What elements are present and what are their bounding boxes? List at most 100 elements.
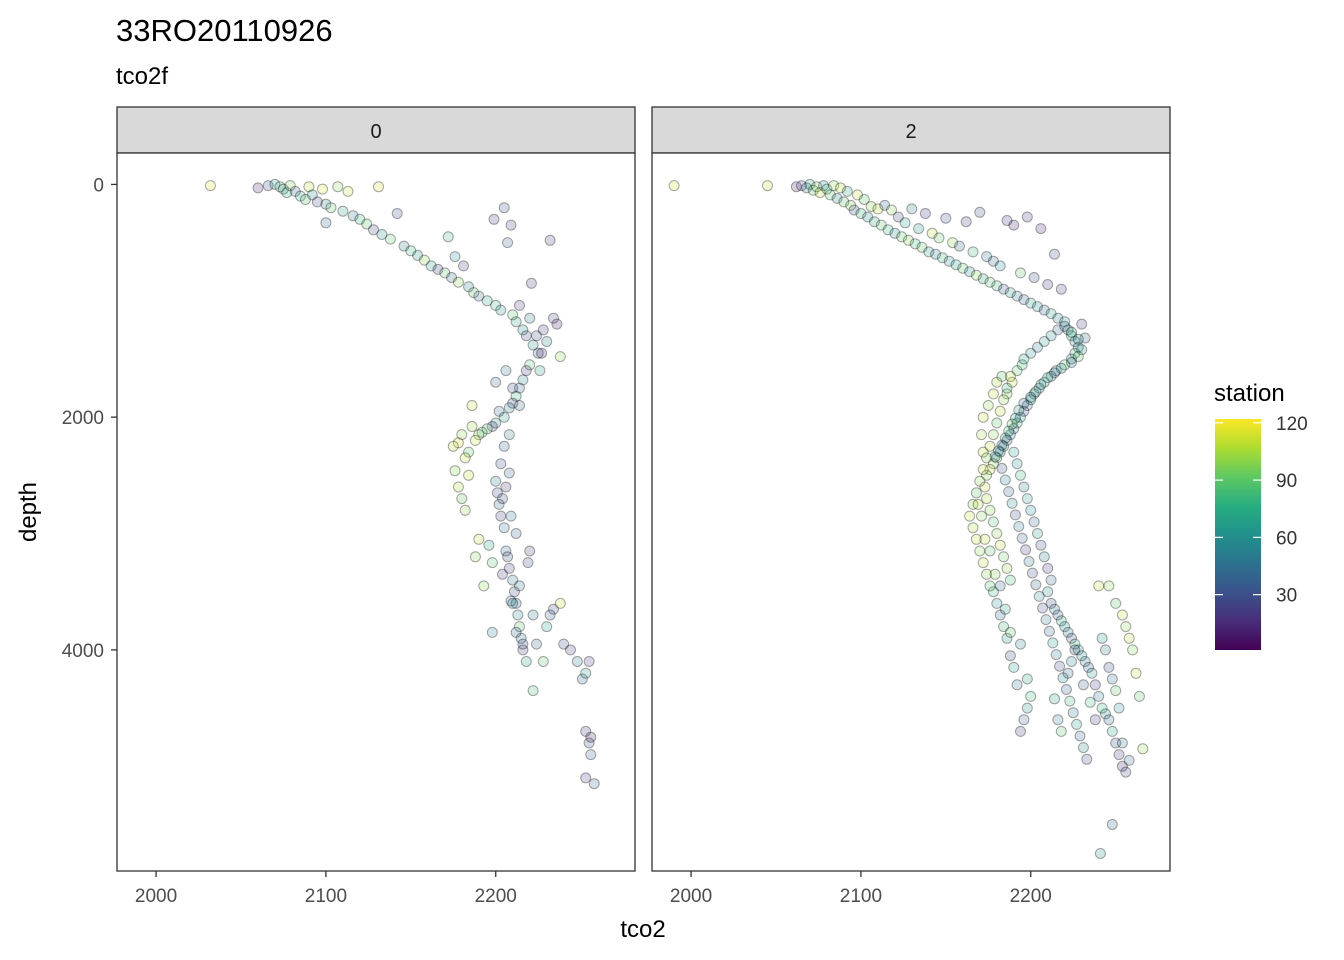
data-point (984, 580, 996, 592)
data-point (1011, 458, 1023, 470)
data-point (936, 252, 948, 264)
data-point (994, 609, 1006, 621)
data-point (1018, 405, 1030, 417)
data-point (583, 737, 595, 749)
data-point (495, 510, 507, 522)
data-point (1006, 376, 1018, 388)
data-point (512, 609, 524, 621)
data-point (1089, 679, 1101, 691)
data-point (1025, 391, 1037, 403)
data-point (906, 203, 918, 215)
data-point (1123, 754, 1135, 766)
data-point (486, 626, 498, 638)
data-point (1001, 562, 1013, 574)
data-point (303, 181, 315, 193)
data-point (824, 189, 836, 201)
data-point (1021, 673, 1033, 685)
data-point (1055, 362, 1067, 374)
data-point (979, 533, 991, 545)
data-point (507, 597, 519, 609)
data-point (1062, 324, 1074, 336)
data-point (814, 187, 826, 199)
data-point (1038, 304, 1050, 316)
data-point (1106, 673, 1118, 685)
data-point (500, 545, 512, 557)
colorbar-tick-label: 30 (1276, 586, 1297, 607)
data-point (505, 595, 517, 607)
data-point (580, 667, 592, 679)
data-point (977, 411, 989, 423)
data-point (510, 316, 522, 328)
facet-strip-0 (116, 106, 636, 154)
data-point (497, 493, 508, 505)
data-point (1004, 574, 1016, 586)
data-point (964, 266, 976, 278)
data-point (493, 498, 505, 510)
data-point (1004, 429, 1016, 441)
data-point (903, 234, 914, 246)
data-point (987, 586, 999, 598)
data-point (449, 465, 461, 477)
data-point (588, 778, 600, 790)
data-point (1066, 330, 1077, 342)
data-point (1015, 411, 1026, 423)
facet-panel-0: 0 (116, 106, 636, 872)
data-point (1103, 580, 1115, 592)
colorbar-ticks: 30 60 90 120 (1215, 414, 1308, 607)
data-point (1015, 725, 1026, 737)
data-point (879, 199, 891, 211)
data-point (1100, 708, 1111, 720)
data-point (1011, 417, 1023, 429)
data-point (554, 597, 566, 609)
data-point (1066, 632, 1077, 644)
data-point (991, 280, 1003, 292)
data-point (432, 263, 444, 275)
data-point (807, 184, 819, 196)
data-point (517, 638, 529, 650)
data-point (970, 269, 982, 281)
data-point (300, 194, 311, 205)
data-point (926, 227, 938, 239)
data-point (510, 390, 522, 402)
data-point (1043, 625, 1055, 637)
data-point (1084, 696, 1096, 708)
data-point (967, 522, 979, 534)
data-point (916, 241, 928, 253)
data-point (981, 568, 993, 580)
data-point (505, 510, 517, 522)
data-point (1066, 357, 1077, 368)
data-point (384, 233, 396, 245)
data-point (507, 309, 519, 321)
data-point (964, 510, 976, 522)
data-point (1018, 481, 1030, 493)
data-point (1069, 336, 1081, 347)
data-point (1052, 714, 1064, 726)
data-point (1079, 332, 1091, 344)
data-point (463, 446, 475, 458)
data-point (514, 382, 525, 394)
data-point (491, 487, 503, 499)
data-point (514, 580, 525, 592)
data-point (1049, 367, 1060, 379)
data-point (987, 458, 999, 470)
colorbar-title: station (1214, 380, 1285, 407)
data-point (544, 234, 556, 246)
data-point (463, 281, 475, 293)
data-point (1006, 497, 1018, 509)
y-axis: 0 2000 4000 (62, 175, 117, 662)
data-point (347, 210, 359, 222)
data-point (862, 211, 874, 223)
data-point (976, 429, 987, 441)
data-point (974, 475, 986, 487)
chart-title: 33RO20110926 (116, 13, 333, 48)
data-point (525, 277, 537, 289)
data-point (979, 481, 991, 493)
y-tick-label: 0 (93, 175, 104, 196)
data-point (337, 205, 349, 217)
data-point (899, 217, 911, 229)
data-point (446, 272, 458, 283)
data-point (999, 474, 1011, 486)
data-point (541, 336, 553, 347)
data-point (1001, 382, 1013, 394)
data-point (1055, 725, 1067, 737)
